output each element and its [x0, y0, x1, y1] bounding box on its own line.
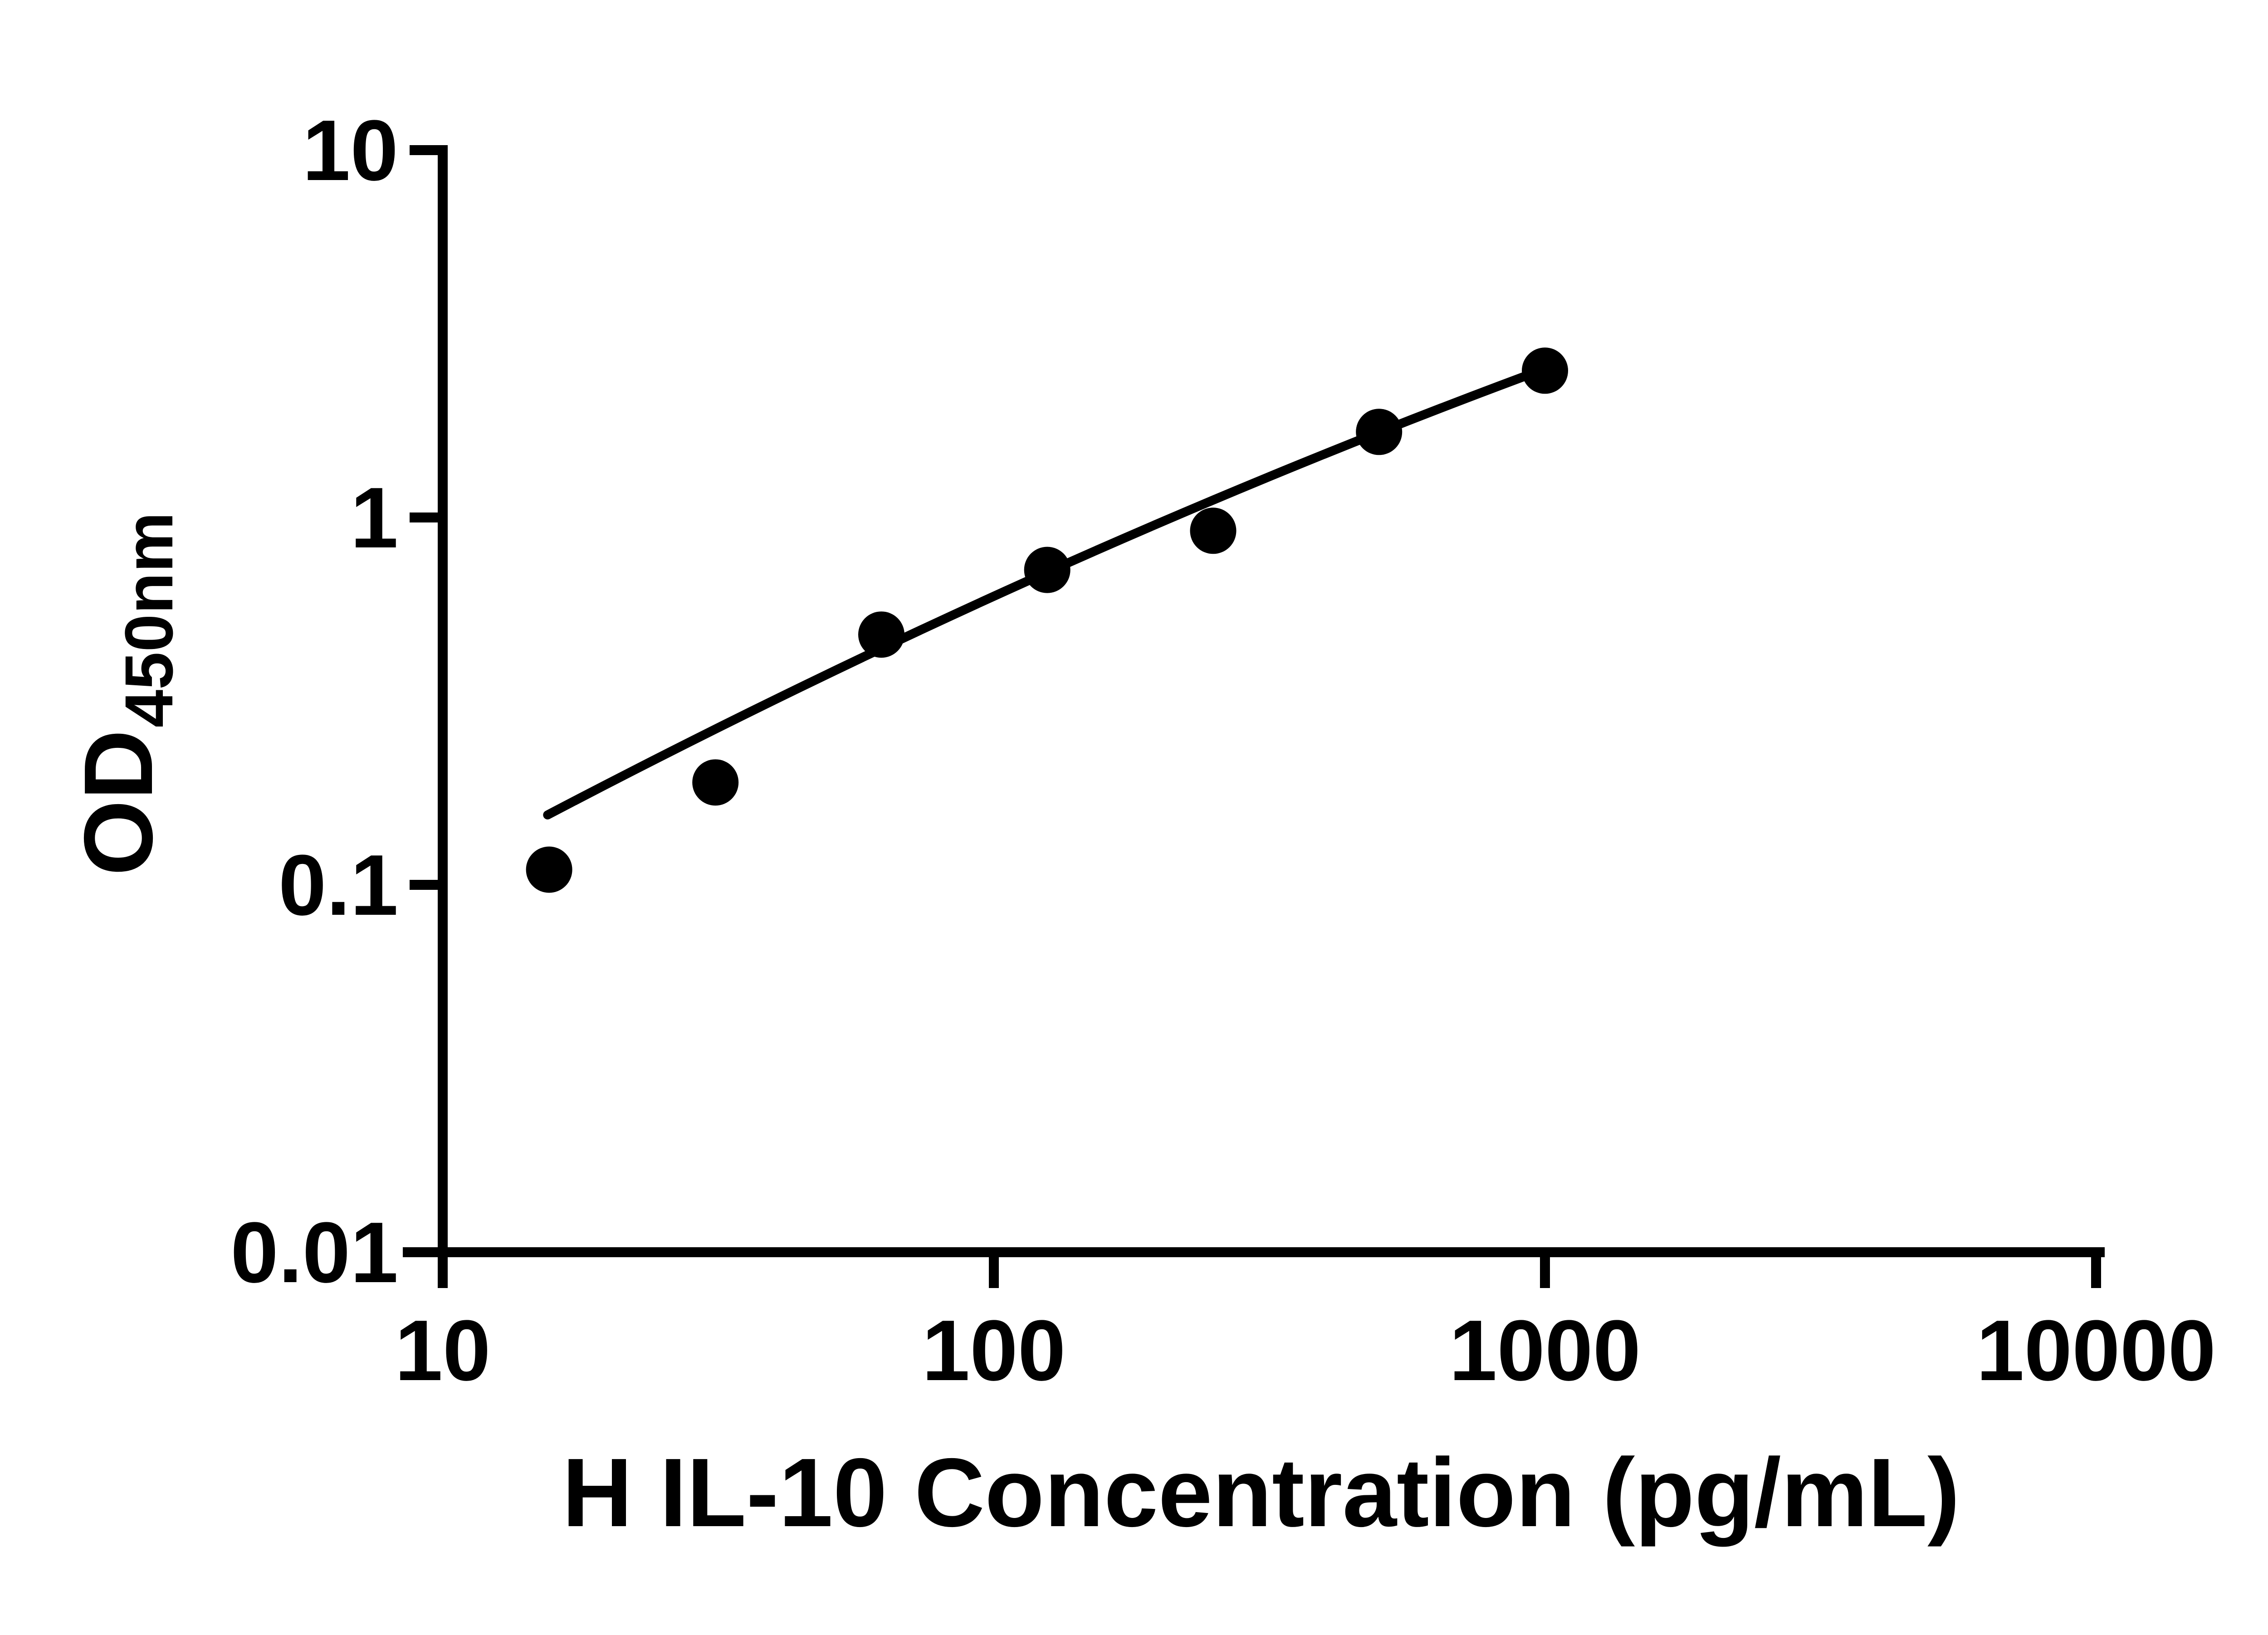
x-tick-label-100: 100 — [922, 1303, 1066, 1399]
axis-tick-marks — [410, 145, 2101, 1288]
data-point-500pg — [1356, 409, 1403, 455]
y-tick-label-0.1: 0.1 — [279, 837, 398, 933]
data-point-1000pg — [1522, 347, 1568, 394]
x-axis-title: H IL-10 Concentration (pg/mL) — [562, 1438, 1960, 1547]
y-tick-label-0.01: 0.01 — [230, 1205, 398, 1301]
x-axis-tick-labels: 10 100 1000 10000 — [395, 1303, 2216, 1399]
x-tick-label-10: 10 — [395, 1303, 490, 1399]
data-point-62.5pg — [858, 611, 904, 658]
y-tick-label-1: 1 — [350, 470, 398, 566]
data-point-15.6pg — [526, 846, 572, 893]
y-axis-title-subscript: 450nm — [111, 512, 187, 727]
data-point-125pg — [1024, 547, 1070, 593]
data-point-31.25pg — [692, 759, 739, 806]
y-tick-label-10: 10 — [303, 102, 398, 199]
x-tick-label-1000: 1000 — [1449, 1303, 1641, 1399]
x-tick-label-10000: 10000 — [1976, 1303, 2216, 1399]
y-axis-tick-labels: 10 1 0.1 0.01 — [230, 102, 398, 1301]
y-axis-title: OD 450nm — [64, 512, 187, 876]
data-series-group — [526, 347, 1568, 893]
data-point-250pg — [1190, 508, 1237, 554]
y-axis-title-main: OD — [64, 730, 173, 876]
